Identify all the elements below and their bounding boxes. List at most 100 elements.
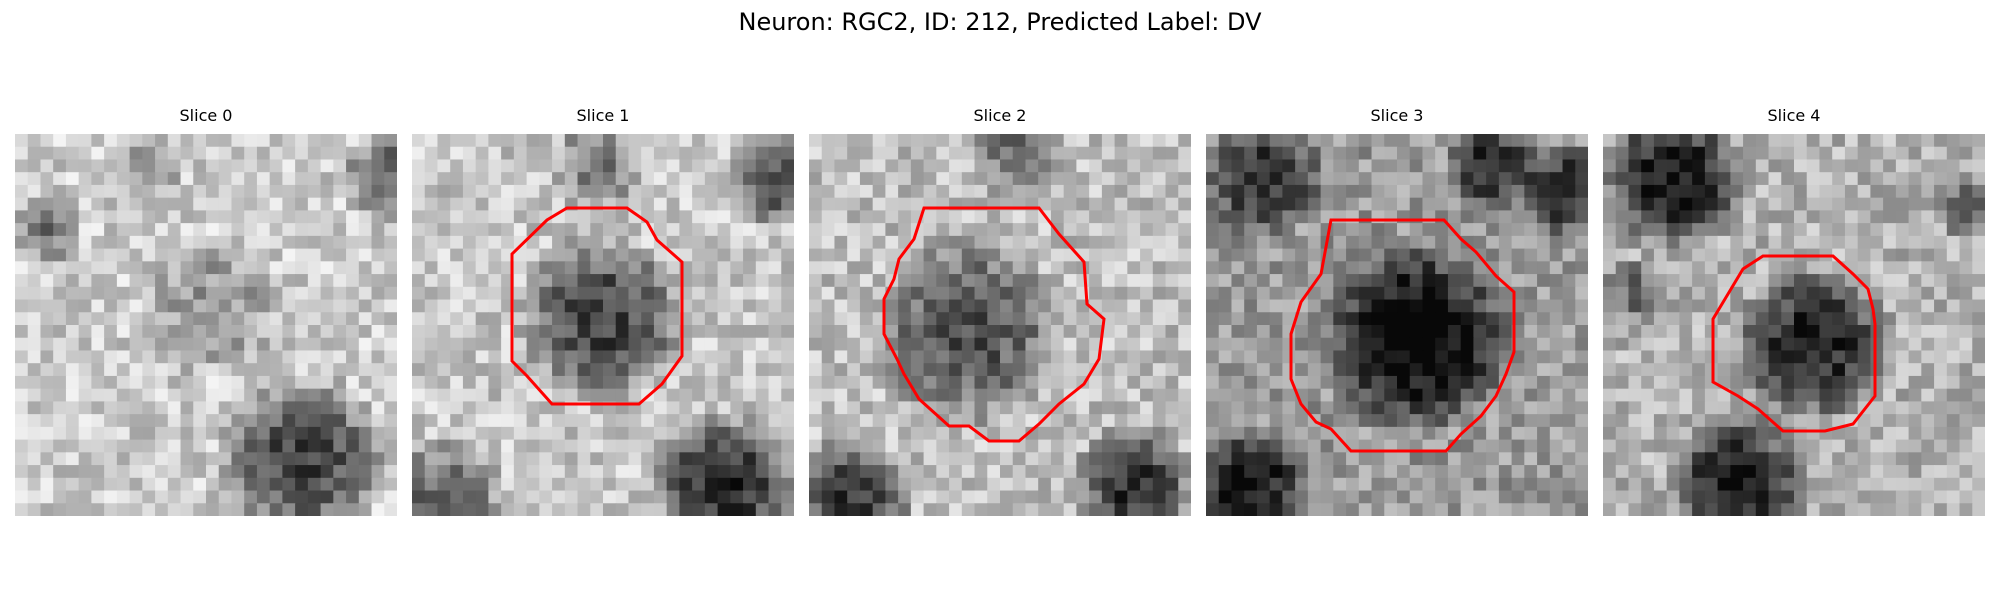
pixel bbox=[936, 465, 950, 479]
pixel bbox=[513, 414, 528, 428]
pixel bbox=[1959, 426, 1973, 441]
pixel bbox=[1895, 477, 1910, 492]
pixel bbox=[1653, 159, 1668, 173]
pixel bbox=[1295, 159, 1309, 173]
pixel bbox=[704, 197, 719, 211]
pixel bbox=[384, 274, 397, 288]
pixel bbox=[692, 172, 706, 186]
pixel bbox=[1717, 388, 1731, 402]
pixel bbox=[1371, 223, 1385, 237]
pixel bbox=[244, 248, 258, 262]
pixel bbox=[1114, 465, 1128, 479]
pixel bbox=[1615, 223, 1630, 237]
pixel bbox=[307, 490, 322, 504]
pixel bbox=[1959, 223, 1973, 237]
pixel bbox=[256, 248, 271, 262]
pixel bbox=[1679, 337, 1693, 352]
pixel bbox=[692, 363, 706, 377]
pixel bbox=[974, 439, 988, 453]
pixel bbox=[847, 146, 861, 161]
pixel bbox=[1384, 134, 1398, 148]
pixel bbox=[717, 401, 731, 415]
pixel bbox=[167, 299, 182, 313]
pixel bbox=[1692, 401, 1706, 415]
pixel bbox=[821, 388, 836, 402]
pixel bbox=[1333, 350, 1347, 364]
pixel bbox=[1320, 363, 1334, 377]
pixel bbox=[1371, 312, 1385, 326]
pixel bbox=[307, 401, 322, 415]
pixel bbox=[1447, 503, 1462, 516]
pixel bbox=[1256, 235, 1271, 250]
pixel bbox=[768, 375, 782, 390]
pixel bbox=[40, 490, 54, 504]
pixel bbox=[104, 197, 118, 211]
pixel bbox=[155, 274, 169, 288]
pixel bbox=[384, 490, 397, 504]
pixel bbox=[1781, 159, 1795, 173]
pixel bbox=[167, 286, 182, 301]
pixel bbox=[1768, 388, 1782, 402]
pixel bbox=[1409, 235, 1424, 250]
pixel bbox=[564, 274, 579, 288]
pixel bbox=[1206, 503, 1220, 516]
pixel bbox=[1140, 159, 1154, 173]
pixel bbox=[679, 210, 693, 224]
pixel bbox=[590, 159, 604, 173]
pixel bbox=[1282, 337, 1296, 352]
pixel bbox=[1165, 503, 1179, 516]
pixel bbox=[1743, 261, 1757, 275]
pixel bbox=[781, 375, 794, 390]
pixel bbox=[1806, 401, 1821, 415]
pixel bbox=[1819, 146, 1833, 161]
pixel bbox=[717, 490, 731, 504]
pixel bbox=[346, 248, 360, 262]
pixel bbox=[1755, 477, 1770, 492]
pixel bbox=[564, 465, 579, 479]
pixel bbox=[730, 490, 744, 504]
pixel bbox=[244, 490, 258, 504]
pixel bbox=[1641, 414, 1655, 428]
pixel bbox=[872, 477, 886, 492]
pixel bbox=[1806, 452, 1821, 466]
pixel bbox=[590, 210, 604, 224]
pixel bbox=[371, 235, 385, 250]
pixel bbox=[1857, 172, 1871, 186]
pixel bbox=[590, 248, 604, 262]
pixel bbox=[1806, 299, 1821, 313]
pixel bbox=[590, 134, 604, 148]
pixel bbox=[333, 197, 347, 211]
pixel bbox=[1371, 159, 1385, 173]
pixel bbox=[488, 172, 502, 186]
pixel bbox=[1549, 452, 1564, 466]
pixel bbox=[1781, 286, 1795, 301]
pixel bbox=[1870, 197, 1884, 211]
pixel bbox=[1371, 274, 1385, 288]
pixel bbox=[231, 375, 245, 390]
pixel bbox=[1371, 337, 1385, 352]
pixel bbox=[936, 375, 950, 390]
pixel bbox=[104, 414, 118, 428]
pixel bbox=[834, 503, 848, 516]
pixel bbox=[1307, 325, 1322, 339]
pixel bbox=[1537, 388, 1551, 402]
pixel bbox=[1473, 210, 1487, 224]
pixel bbox=[1244, 286, 1258, 301]
pixel bbox=[526, 146, 540, 161]
pixel bbox=[1524, 490, 1538, 504]
pixel bbox=[1972, 312, 1985, 326]
pixel bbox=[1768, 452, 1782, 466]
pixel bbox=[923, 184, 937, 199]
pixel bbox=[1628, 274, 1642, 288]
pixel bbox=[206, 248, 220, 262]
pixel bbox=[834, 337, 848, 352]
pixel bbox=[282, 184, 296, 199]
pixel bbox=[885, 388, 899, 402]
pixel bbox=[1730, 375, 1744, 390]
pixel bbox=[1038, 388, 1052, 402]
pixel bbox=[1883, 299, 1897, 313]
pixel bbox=[27, 401, 42, 415]
pixel bbox=[1346, 299, 1360, 313]
pixel bbox=[78, 274, 92, 288]
pixel bbox=[231, 210, 245, 224]
